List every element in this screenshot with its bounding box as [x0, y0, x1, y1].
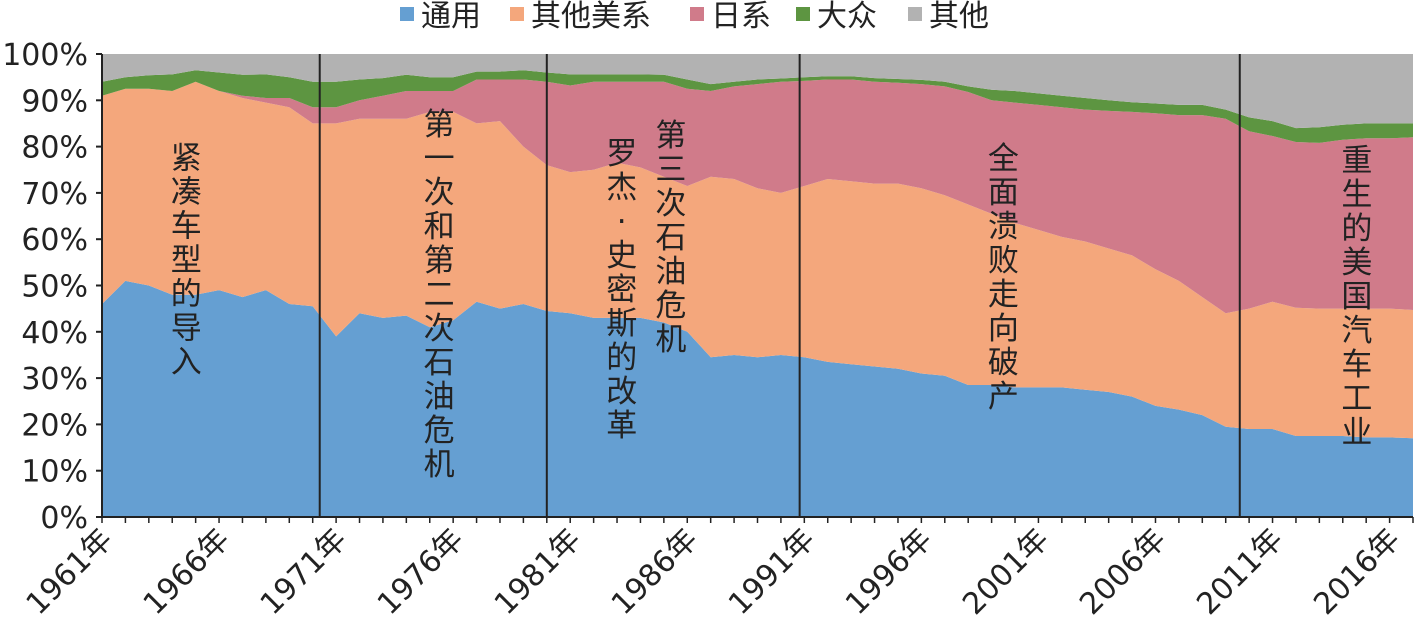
- legend-label: 通用: [421, 0, 481, 34]
- x-tick-label: 1996年: [839, 522, 939, 622]
- area-其他: [102, 54, 1413, 129]
- y-tick-label: 60%: [21, 223, 88, 258]
- y-tick-label: 40%: [21, 316, 88, 351]
- legend-swatch: [400, 7, 414, 21]
- annotation-text: 全面溃败走向破产: [988, 141, 1019, 415]
- area-大众: [102, 70, 1413, 143]
- legend-label: 日系: [711, 0, 771, 34]
- legend-label: 大众: [817, 0, 877, 34]
- x-tick-label: 1966年: [137, 522, 237, 622]
- x-tick-label: 1961年: [20, 522, 120, 622]
- area-通用: [102, 280, 1413, 517]
- y-tick-label: 30%: [21, 362, 88, 397]
- annotation-text: 第三次石油危机: [655, 118, 686, 358]
- x-tick-label: 1991年: [722, 522, 822, 622]
- y-tick-label: 10%: [21, 455, 88, 490]
- x-tick-label: 2001年: [956, 522, 1056, 622]
- annotation-text: 重生的美国汽车工业: [1341, 143, 1372, 451]
- y-tick-label: 0%: [40, 501, 88, 536]
- x-tick-label: 2011年: [1190, 522, 1290, 622]
- x-tick-label: 1981年: [488, 522, 588, 622]
- legend-swatch: [908, 7, 922, 21]
- legend-label: 其他: [929, 0, 989, 34]
- legend-swatch: [796, 7, 810, 21]
- area-其他美系: [102, 81, 1413, 439]
- series-areas: [102, 54, 1413, 517]
- legend-label: 其他美系: [531, 0, 651, 34]
- y-tick-label: 90%: [21, 84, 88, 119]
- annotation-text: 紧凑车型的导入: [171, 141, 202, 381]
- x-tick-label: 1986年: [605, 522, 705, 622]
- legend-swatch: [510, 7, 524, 21]
- y-tick-label: 50%: [21, 270, 88, 305]
- era-dividers: [318, 54, 1241, 517]
- annotation-text: 罗杰·史密斯的改革: [606, 136, 637, 444]
- area-日系: [102, 79, 1413, 314]
- y-tick-label: 20%: [21, 408, 88, 443]
- x-tick-label: 2006年: [1073, 522, 1173, 622]
- legend-swatch: [690, 7, 704, 21]
- y-tick-label: 80%: [21, 131, 88, 166]
- y-tick-label: 100%: [2, 38, 88, 73]
- annotation-text: 第一次和第二次石油危机: [424, 107, 455, 483]
- x-tick-label: 1976年: [371, 522, 471, 622]
- x-tick-label: 2016年: [1307, 522, 1407, 622]
- x-tick-label: 1971年: [254, 522, 354, 622]
- legend: 通用 其他美系 日系 大众 其他: [400, 0, 989, 34]
- y-tick-label: 70%: [21, 177, 88, 212]
